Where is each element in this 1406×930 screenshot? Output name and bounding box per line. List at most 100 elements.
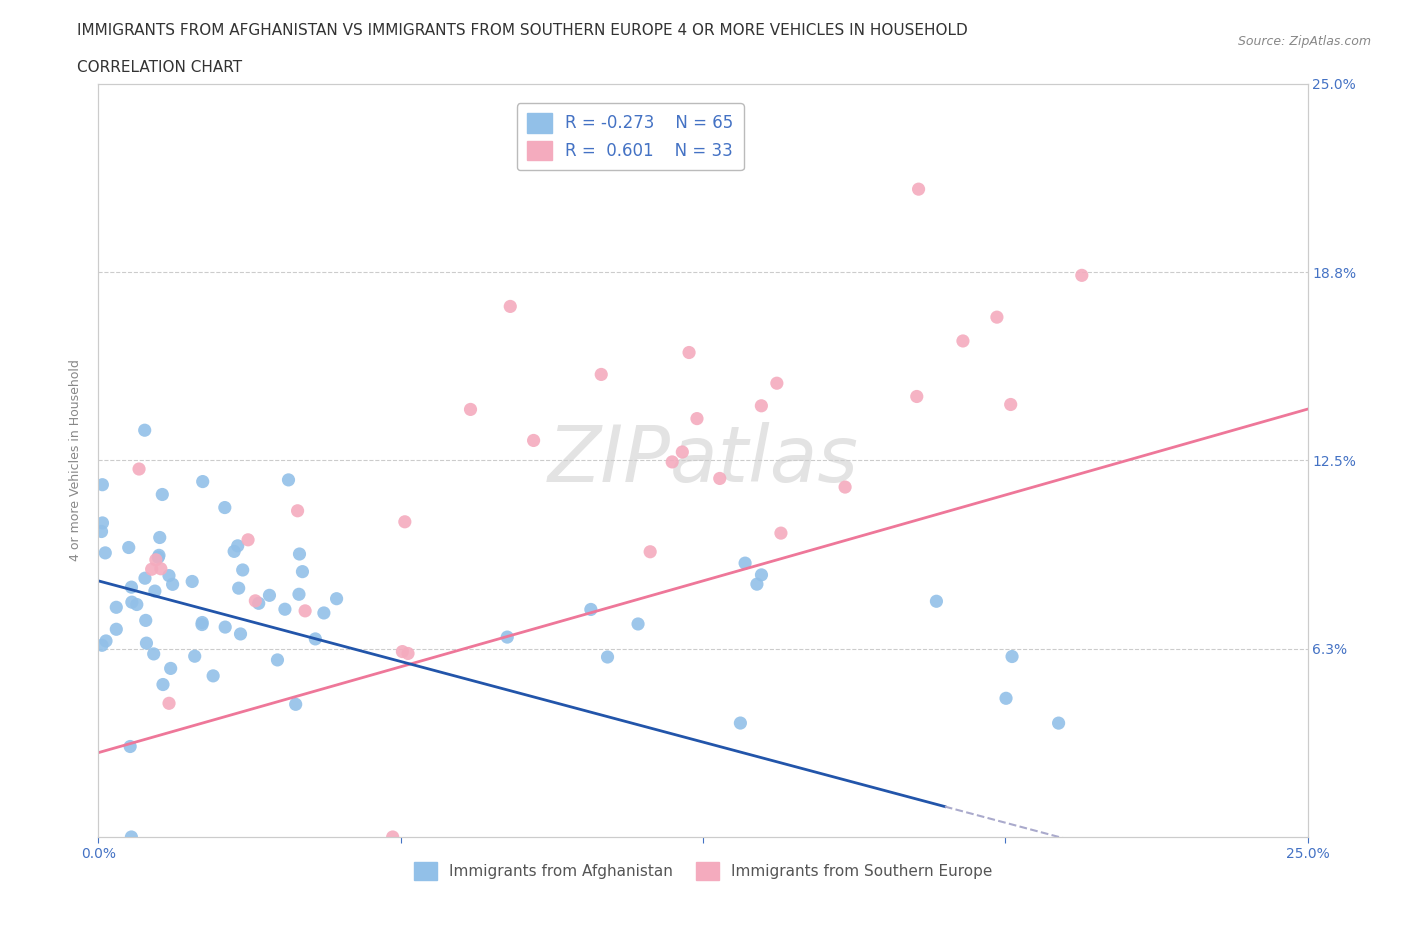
Point	[143, 584, 166, 599]
Point	[247, 596, 270, 611]
Point	[120, 830, 142, 844]
Point	[905, 389, 928, 404]
Point	[499, 299, 522, 313]
Point	[149, 530, 172, 545]
Point	[191, 474, 214, 489]
Point	[135, 613, 157, 628]
Point	[671, 445, 693, 459]
Point	[245, 593, 267, 608]
Point	[191, 615, 214, 630]
Point	[266, 653, 288, 668]
Point	[274, 602, 297, 617]
Point	[1001, 649, 1024, 664]
Point	[181, 574, 204, 589]
Point	[766, 376, 789, 391]
Point	[141, 562, 163, 577]
Point	[277, 472, 299, 487]
Point	[294, 604, 316, 618]
Point	[730, 715, 752, 730]
Point	[496, 630, 519, 644]
Point	[288, 547, 311, 562]
Point	[686, 411, 709, 426]
Point	[191, 618, 214, 632]
Point	[312, 605, 335, 620]
Point	[121, 594, 143, 609]
Legend: Immigrants from Afghanistan, Immigrants from Southern Europe: Immigrants from Afghanistan, Immigrants …	[408, 856, 998, 886]
Text: IMMIGRANTS FROM AFGHANISTAN VS IMMIGRANTS FROM SOUTHERN EUROPE 4 OR MORE VEHICLE: IMMIGRANTS FROM AFGHANISTAN VS IMMIGRANT…	[77, 23, 969, 38]
Point	[157, 568, 180, 583]
Point	[638, 544, 661, 559]
Point	[986, 310, 1008, 325]
Point	[134, 571, 156, 586]
Point	[91, 515, 114, 530]
Point	[769, 525, 792, 540]
Point	[751, 398, 773, 413]
Point	[834, 480, 856, 495]
Point	[162, 577, 184, 591]
Point	[150, 487, 173, 502]
Point	[94, 633, 117, 648]
Point	[90, 525, 112, 539]
Y-axis label: 4 or more Vehicles in Household: 4 or more Vehicles in Household	[69, 359, 83, 562]
Point	[142, 646, 165, 661]
Point	[925, 594, 948, 609]
Point	[460, 402, 482, 417]
Point	[232, 563, 254, 578]
Point	[394, 514, 416, 529]
Point	[183, 649, 205, 664]
Point	[105, 622, 128, 637]
Point	[149, 562, 172, 577]
Point	[1047, 716, 1070, 731]
Point	[91, 638, 114, 653]
Point	[118, 540, 141, 555]
Point	[226, 538, 249, 553]
Point	[734, 556, 756, 571]
Point	[105, 600, 128, 615]
Point	[745, 577, 768, 591]
Point	[259, 588, 281, 603]
Point	[236, 532, 259, 547]
Point	[120, 739, 142, 754]
Point	[304, 631, 326, 646]
Point	[202, 669, 225, 684]
Point	[995, 691, 1018, 706]
Point	[128, 461, 150, 476]
Point	[287, 503, 309, 518]
Point	[135, 636, 157, 651]
Point	[709, 471, 731, 485]
Point	[579, 602, 602, 617]
Point	[381, 830, 404, 844]
Point	[1070, 268, 1092, 283]
Point	[125, 597, 148, 612]
Point	[1000, 397, 1022, 412]
Point	[325, 591, 347, 606]
Point	[145, 552, 167, 567]
Point	[627, 617, 650, 631]
Point	[94, 545, 117, 560]
Text: Source: ZipAtlas.com: Source: ZipAtlas.com	[1237, 35, 1371, 48]
Point	[159, 661, 181, 676]
Point	[214, 619, 236, 634]
Text: CORRELATION CHART: CORRELATION CHART	[77, 60, 242, 75]
Point	[678, 345, 700, 360]
Point	[907, 181, 929, 196]
Point	[523, 433, 546, 448]
Text: ZIPatlas: ZIPatlas	[547, 422, 859, 498]
Point	[157, 696, 180, 711]
Point	[214, 500, 236, 515]
Point	[591, 367, 613, 382]
Point	[224, 544, 246, 559]
Point	[148, 550, 170, 565]
Point	[228, 580, 250, 595]
Point	[288, 587, 311, 602]
Point	[120, 579, 142, 594]
Point	[391, 644, 413, 659]
Point	[91, 477, 114, 492]
Point	[596, 649, 619, 664]
Point	[152, 677, 174, 692]
Point	[148, 548, 170, 563]
Point	[229, 627, 252, 642]
Point	[661, 455, 683, 470]
Point	[291, 565, 314, 579]
Point	[284, 697, 307, 711]
